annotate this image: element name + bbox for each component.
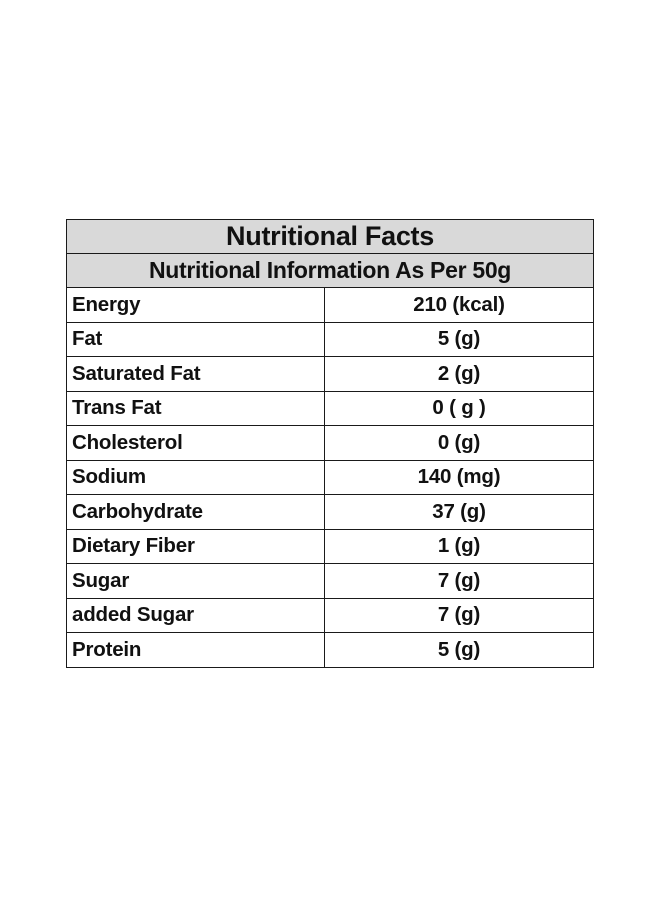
table-row: Sodium 140 (mg) bbox=[66, 459, 595, 495]
table-subtitle: Nutritional Information As Per 50g bbox=[65, 253, 595, 288]
table-row: Sugar 7 (g) bbox=[66, 563, 595, 599]
nutrient-name: Saturated Fat bbox=[66, 356, 325, 392]
nutrient-name: Protein bbox=[66, 632, 325, 668]
subtitle-row: Nutritional Information As Per 50g bbox=[65, 253, 595, 288]
nutrition-facts-table: Nutritional Facts Nutritional Informatio… bbox=[65, 219, 595, 668]
nutrient-name: Energy bbox=[66, 287, 325, 323]
nutrient-name: Fat bbox=[66, 321, 325, 357]
nutrient-name: Dietary Fiber bbox=[66, 528, 325, 564]
nutrient-value: 7 (g) bbox=[323, 563, 595, 599]
nutrient-name: Sodium bbox=[66, 459, 325, 495]
nutrient-value: 5 (g) bbox=[323, 632, 595, 668]
table-row: Trans Fat 0 ( g ) bbox=[66, 390, 595, 426]
nutrient-name: Trans Fat bbox=[66, 390, 325, 426]
nutrient-value: 0 (g) bbox=[323, 425, 595, 461]
table-row: Energy 210 (kcal) bbox=[66, 287, 595, 323]
table-title: Nutritional Facts bbox=[65, 219, 595, 254]
table-row: Saturated Fat 2 (g) bbox=[66, 356, 595, 392]
nutrient-name: Carbohydrate bbox=[66, 494, 325, 530]
nutrient-value: 7 (g) bbox=[323, 597, 595, 633]
nutrient-value: 1 (g) bbox=[323, 528, 595, 564]
nutrient-value: 210 (kcal) bbox=[323, 287, 595, 323]
table-row: Fat 5 (g) bbox=[66, 321, 595, 357]
table-row: Protein 5 (g) bbox=[66, 632, 595, 668]
table-row: added Sugar 7 (g) bbox=[66, 597, 595, 633]
nutrient-name: Sugar bbox=[66, 563, 325, 599]
nutrient-value: 2 (g) bbox=[323, 356, 595, 392]
title-row: Nutritional Facts bbox=[65, 219, 595, 254]
nutrient-value: 140 (mg) bbox=[323, 459, 595, 495]
nutrient-name: added Sugar bbox=[66, 597, 325, 633]
table-row: Cholesterol 0 (g) bbox=[66, 425, 595, 461]
nutrient-value: 37 (g) bbox=[323, 494, 595, 530]
nutrient-value: 0 ( g ) bbox=[323, 390, 595, 426]
nutrient-name: Cholesterol bbox=[66, 425, 325, 461]
table-row: Carbohydrate 37 (g) bbox=[66, 494, 595, 530]
table-row: Dietary Fiber 1 (g) bbox=[66, 528, 595, 564]
nutrient-value: 5 (g) bbox=[323, 321, 595, 357]
